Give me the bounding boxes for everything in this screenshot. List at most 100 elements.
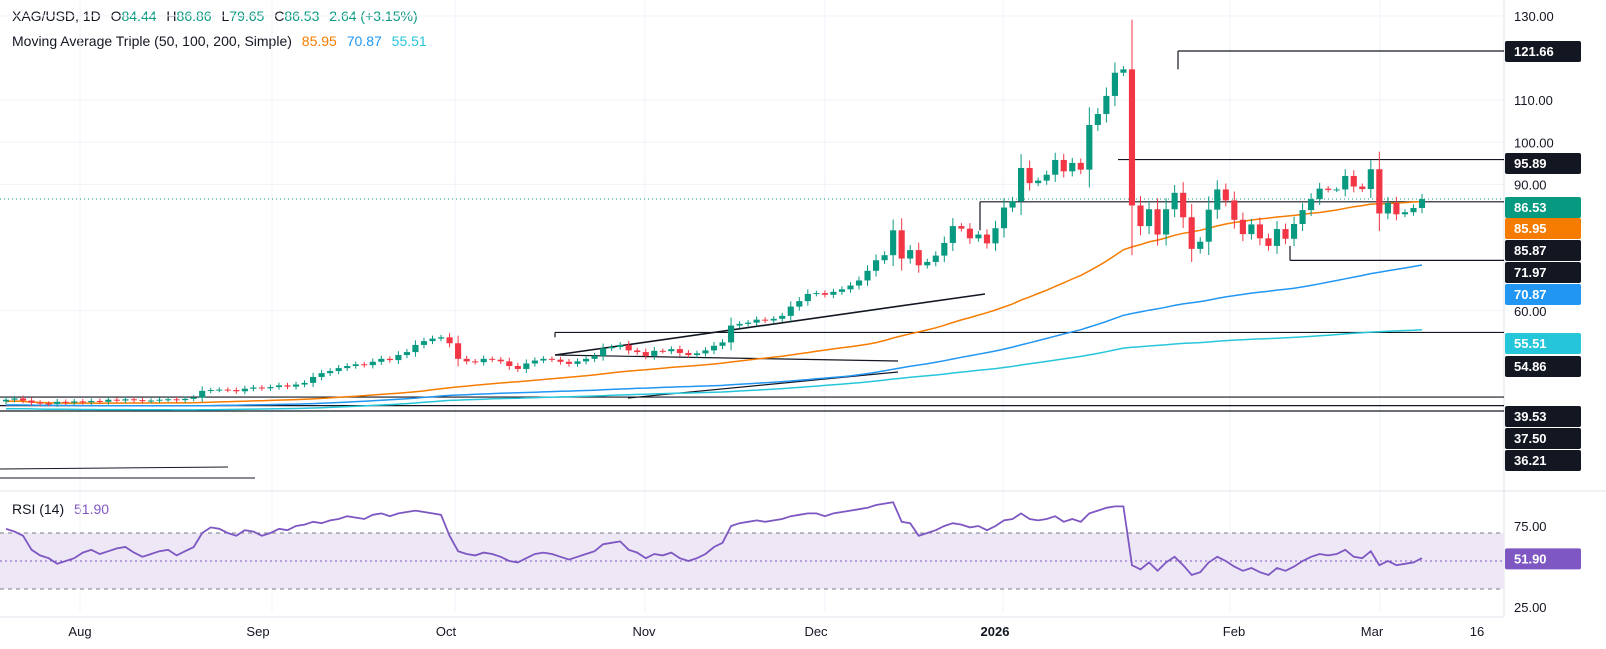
candle-down [915, 250, 922, 266]
old-level-line [0, 466, 229, 470]
candle-up [327, 371, 334, 374]
ma-title[interactable]: Moving Average Triple (50, 100, 200, Sim… [12, 33, 292, 49]
candle-down [685, 352, 692, 356]
candle-up [156, 399, 163, 401]
candle-down [361, 364, 368, 366]
candle-down [1188, 217, 1195, 249]
candle-down [28, 400, 35, 403]
candle-down [489, 358, 496, 360]
rsi-tick-label: 25.00 [1514, 600, 1547, 615]
candle-up [813, 293, 820, 295]
price-tag-box [1505, 197, 1581, 218]
candle-down [634, 350, 641, 353]
candle-up [437, 337, 445, 339]
candle-down [966, 228, 973, 239]
candle-up [753, 319, 760, 323]
candle-up [1163, 209, 1170, 235]
candle-up [250, 387, 257, 389]
candle-down [224, 389, 231, 391]
candle-up [830, 291, 837, 295]
rsi-title[interactable]: RSI (14) [12, 501, 65, 517]
candle-up [719, 342, 726, 346]
candle-down [233, 390, 240, 392]
time-axis-label: Aug [68, 624, 91, 639]
candle-down [659, 350, 666, 352]
candle-up [1111, 72, 1118, 96]
ma200-line [5, 328, 1423, 411]
price-tag: 54.86 [1505, 356, 1581, 377]
candle-down [1154, 209, 1161, 235]
candle-down [1359, 186, 1366, 190]
price-tag-box [1505, 41, 1581, 62]
candle-up [1009, 201, 1016, 208]
trendline-channel-top [554, 354, 899, 362]
candle-up [275, 385, 283, 388]
price-tag-box [1505, 428, 1581, 449]
candle-down [173, 399, 180, 401]
time-axis-label: Nov [632, 624, 656, 639]
candle-down [113, 399, 120, 401]
price-tag: 85.87 [1505, 240, 1581, 261]
candle-up [975, 234, 982, 239]
price-tag-label: 121.66 [1514, 44, 1554, 59]
candle-up [1043, 174, 1050, 181]
candle-up [651, 350, 658, 356]
rsi-tag-box [1505, 548, 1581, 570]
price-tag: 95.89 [1505, 153, 1581, 174]
candle-up [1086, 124, 1093, 170]
candle-down [62, 401, 69, 403]
candle-up [1333, 189, 1340, 191]
candle-down [455, 343, 462, 359]
candle-up [190, 397, 197, 399]
price-tag-label: 86.53 [1514, 200, 1547, 215]
candle-up [907, 250, 914, 259]
rsi-tick-label: 75.00 [1514, 519, 1547, 534]
candle-up [71, 401, 78, 403]
candle-up [1308, 199, 1315, 211]
price-tag-box [1505, 262, 1581, 283]
candle-up [1290, 224, 1298, 239]
price-tag-label: 54.86 [1514, 359, 1547, 374]
candle-up [395, 355, 402, 361]
candle-up [54, 401, 61, 404]
candle-down [446, 337, 453, 344]
candle-up [420, 341, 428, 345]
candle-down [1256, 224, 1263, 239]
candle-up [1273, 229, 1281, 246]
price-tag-label: 55.51 [1514, 336, 1547, 351]
candle-up [949, 226, 956, 243]
candle-up [318, 373, 325, 377]
price-tag-label: 95.89 [1514, 156, 1547, 171]
candle-up [369, 361, 376, 366]
candle-down [1222, 189, 1229, 201]
candle-up [796, 301, 803, 307]
candle-up [182, 398, 189, 401]
candle-down [1137, 205, 1144, 227]
price-tag-box [1505, 333, 1581, 354]
price-tag: 85.95 [1505, 218, 1581, 239]
time-axis-label: Dec [804, 624, 828, 639]
candle-up [378, 358, 385, 362]
rsi-pane: 75.00 25.00 51.90 [0, 501, 1581, 615]
candle-up [11, 398, 18, 400]
price-tick-label: 130.00 [1514, 9, 1554, 24]
price-tag-box [1505, 284, 1581, 305]
candle-up [147, 400, 155, 402]
candle-up [1367, 169, 1374, 190]
candle-up [267, 387, 274, 389]
candle-down [898, 230, 905, 259]
price-tag-label: 85.87 [1514, 243, 1547, 258]
candle-up [1171, 192, 1178, 210]
candle-down [565, 361, 573, 364]
time-axis-label: Oct [436, 624, 457, 639]
candle-up [745, 322, 752, 324]
candle-up [1103, 95, 1110, 115]
candle-up [88, 400, 95, 403]
candle-up [924, 261, 931, 266]
candle-up [1205, 209, 1212, 242]
candle-up [847, 285, 854, 290]
candle-down [19, 398, 27, 401]
candle-up [241, 388, 248, 392]
candle-down [1325, 188, 1332, 190]
